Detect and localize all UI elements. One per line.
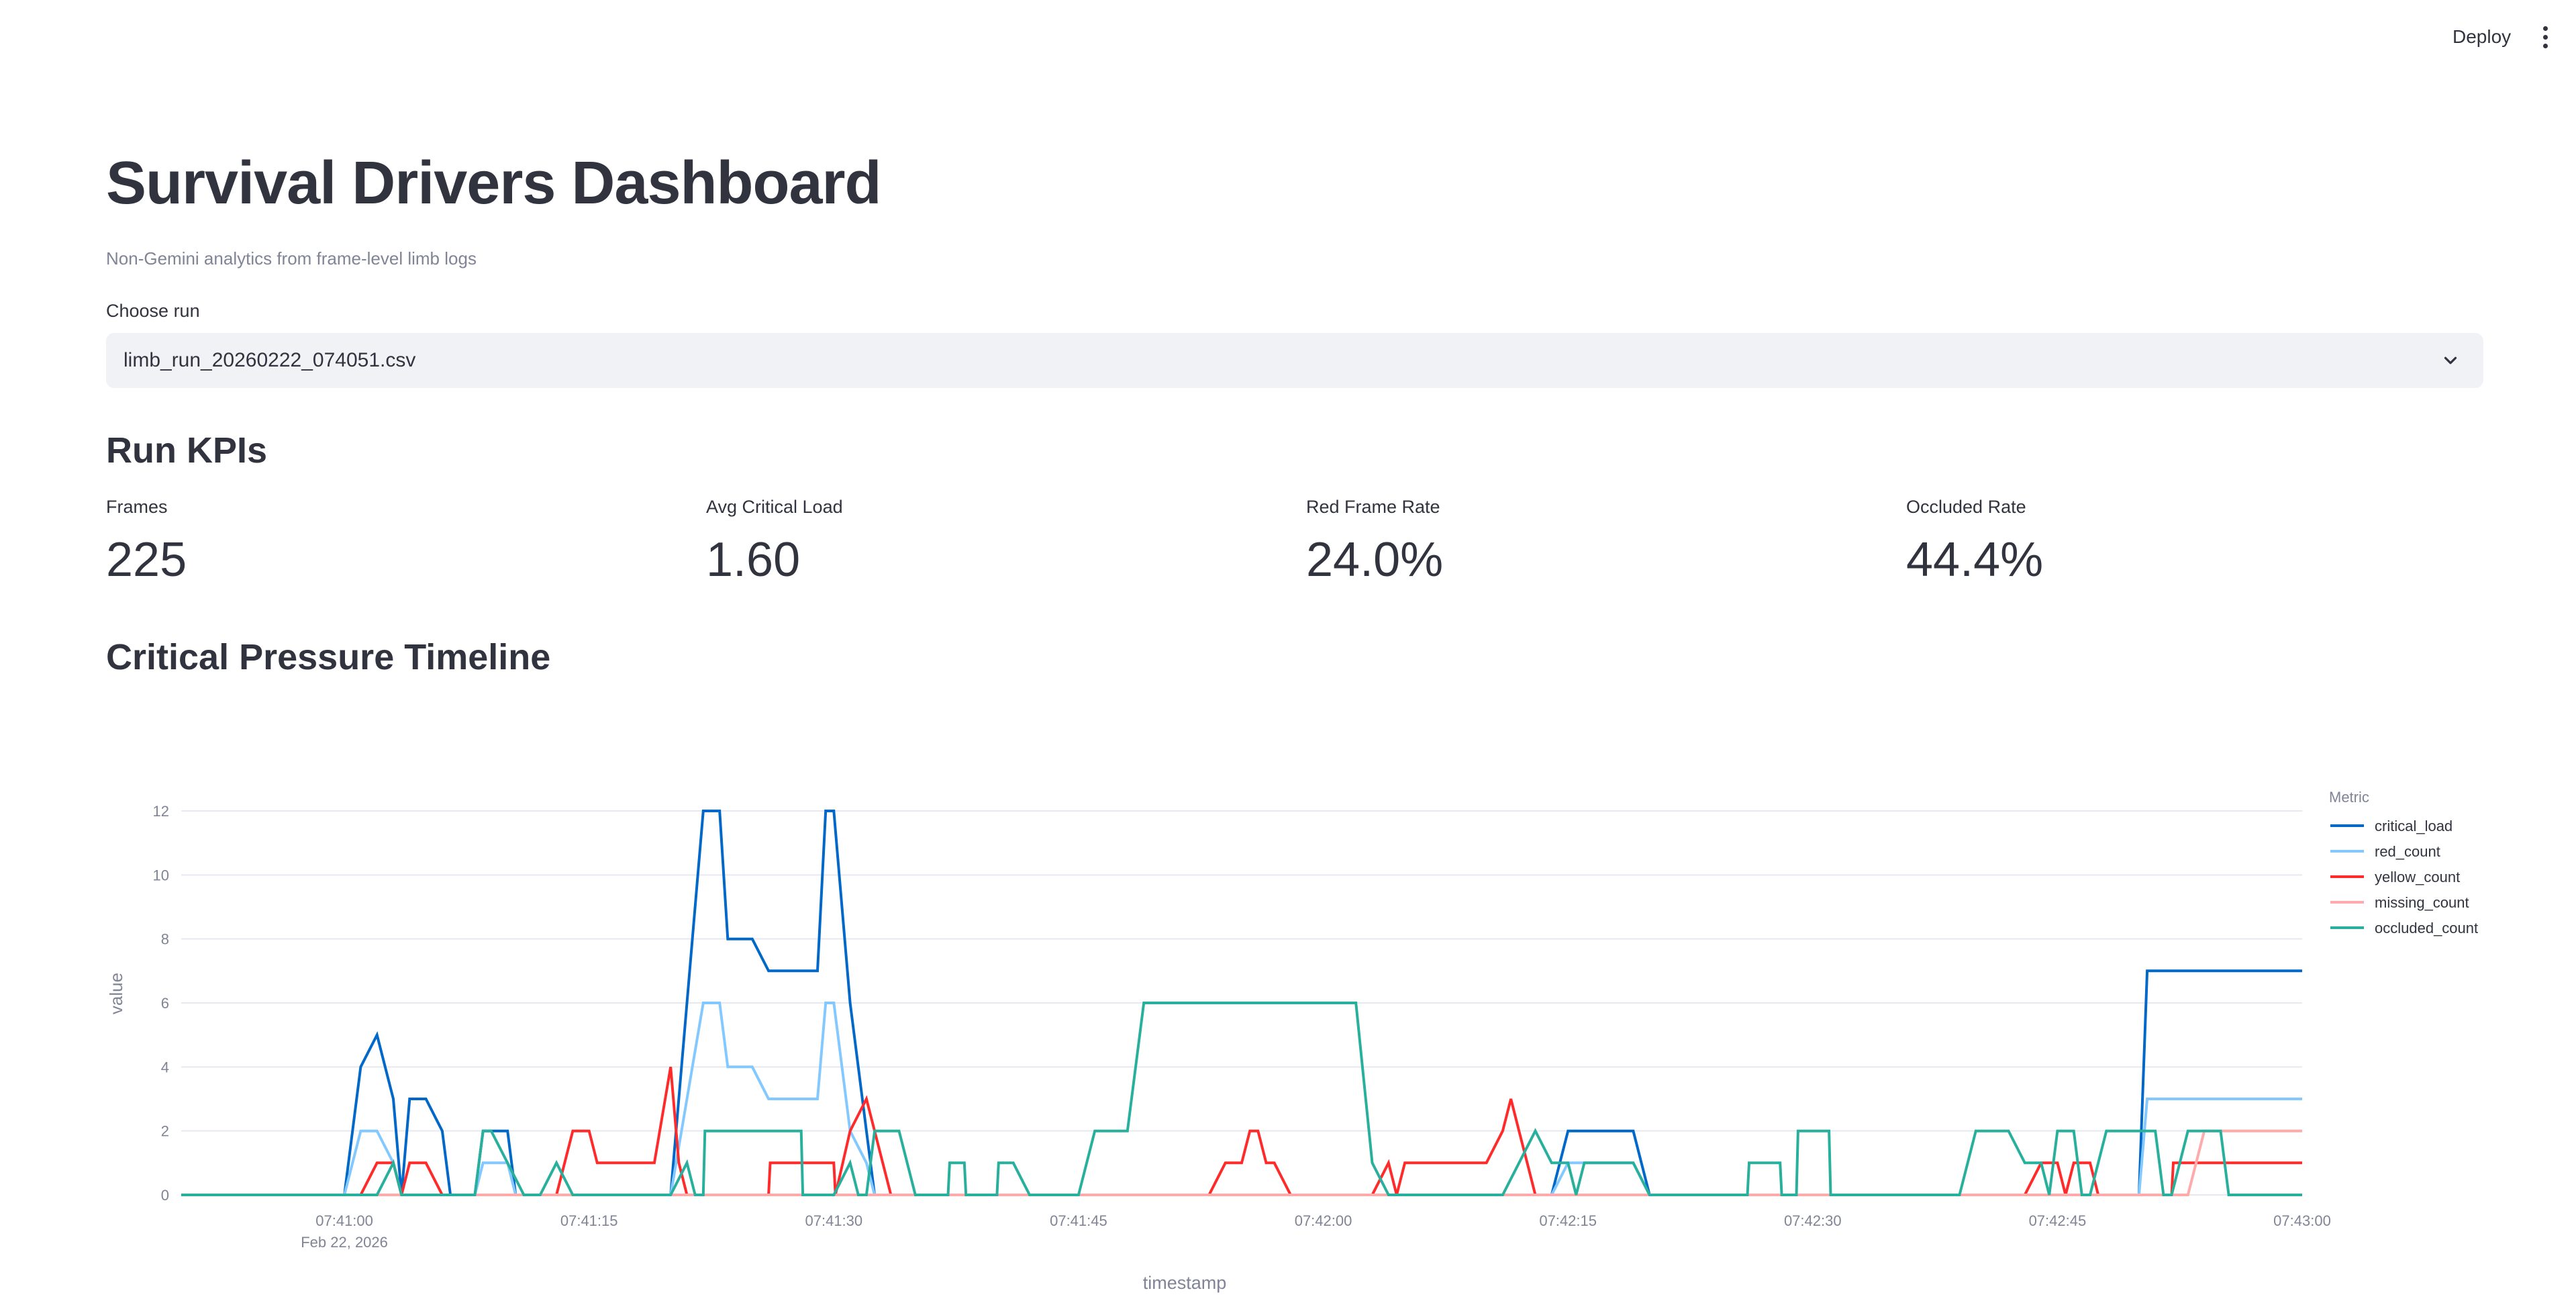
x-axis-ticks: 07:41:00 Feb 22, 2026 07:41:15 07:41:30 07:4… (301, 1212, 2331, 1251)
kpi-value: 44.4% (1906, 533, 2044, 587)
legend-entry: yellow_count (2375, 869, 2460, 885)
kpi-value: 1.60 (706, 533, 801, 587)
y-tick-label: 2 (161, 1123, 169, 1140)
legend-entry: red_count (2375, 843, 2440, 860)
x-tick-label: 07:42:15 (1539, 1212, 1597, 1229)
chart-legend: Metric critical_load red_count yellow_coun… (2329, 789, 2478, 936)
y-tick-label: 10 (153, 867, 169, 883)
kpi-value: 225 (106, 533, 187, 587)
x-tick-label: 07:42:30 (1784, 1212, 1842, 1229)
legend-entry: occluded_count (2375, 920, 2478, 936)
chart-series (181, 810, 2302, 1196)
kpi-occluded-rate: Occluded Rate 44.4% (1906, 497, 2504, 587)
y-tick-label: 0 (161, 1187, 169, 1204)
chevron-down-icon (2444, 356, 2457, 365)
x-tick-label: 07:41:45 (1050, 1212, 1107, 1229)
x-tick-label: 07:41:15 (560, 1212, 618, 1229)
x-tick-label: 07:42:00 (1295, 1212, 1352, 1229)
x-tick-label: 07:43:00 (2273, 1212, 2331, 1229)
kpi-frames: Frames 225 (106, 497, 703, 587)
kpi-label: Frames (106, 497, 168, 517)
page-title: Survival Drivers Dashboard (106, 150, 882, 217)
x-tick-sublabel: Feb 22, 2026 (301, 1234, 388, 1251)
kpi-heading: Run KPIs (106, 430, 268, 471)
x-axis-label: timestamp (1143, 1273, 1227, 1293)
series-line-missing-count (181, 1129, 2302, 1196)
kpi-label: Avg Critical Load (706, 497, 843, 517)
y-tick-label: 4 (161, 1059, 169, 1075)
kpi-avg-critical-load: Avg Critical Load 1.60 (706, 497, 1303, 587)
legend-entry: critical_load (2375, 818, 2453, 834)
y-tick-label: 8 (161, 931, 169, 948)
top-bar: Deploy (0, 0, 2576, 74)
kebab-menu-icon[interactable] (2532, 20, 2559, 54)
deploy-button[interactable]: Deploy (2436, 20, 2527, 54)
y-tick-label: 12 (153, 803, 169, 820)
kpi-red-frame-rate: Red Frame Rate 24.0% (1306, 497, 1903, 587)
y-axis-label: value (106, 973, 126, 1014)
kpi-label: Occluded Rate (1906, 497, 2026, 517)
series-line-occluded-count (181, 1002, 2302, 1196)
run-select-value: limb_run_20260222_074051.csv (123, 349, 416, 371)
x-tick-label: 07:42:45 (2029, 1212, 2087, 1229)
timeline-heading: Critical Pressure Timeline (106, 637, 551, 677)
legend-title: Metric (2329, 789, 2369, 806)
legend-entry: missing_count (2375, 894, 2469, 911)
series-line-red-count (181, 1002, 2302, 1196)
series-line-yellow-count (181, 1066, 2302, 1196)
y-axis-ticks: 0 2 4 6 8 10 12 (153, 803, 169, 1204)
x-tick-label: 07:41:30 (805, 1212, 862, 1229)
y-tick-label: 6 (161, 995, 169, 1012)
run-select[interactable]: limb_run_20260222_074051.csv (106, 333, 2483, 388)
run-select-label: Choose run (106, 301, 200, 321)
kpi-value: 24.0% (1306, 533, 1444, 587)
kpi-label: Red Frame Rate (1306, 497, 1440, 517)
x-tick-label: 07:41:00 (315, 1212, 373, 1229)
page-subtitle: Non-Gemini analytics from frame-level li… (106, 248, 477, 269)
